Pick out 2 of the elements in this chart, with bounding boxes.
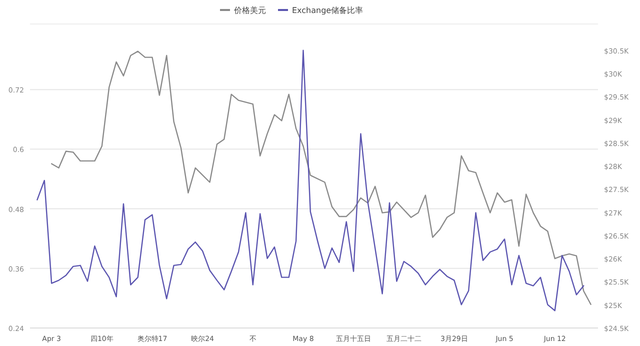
legend-label: 价格美元 — [233, 6, 266, 15]
legend-label: Exchange储备比率 — [292, 6, 364, 15]
